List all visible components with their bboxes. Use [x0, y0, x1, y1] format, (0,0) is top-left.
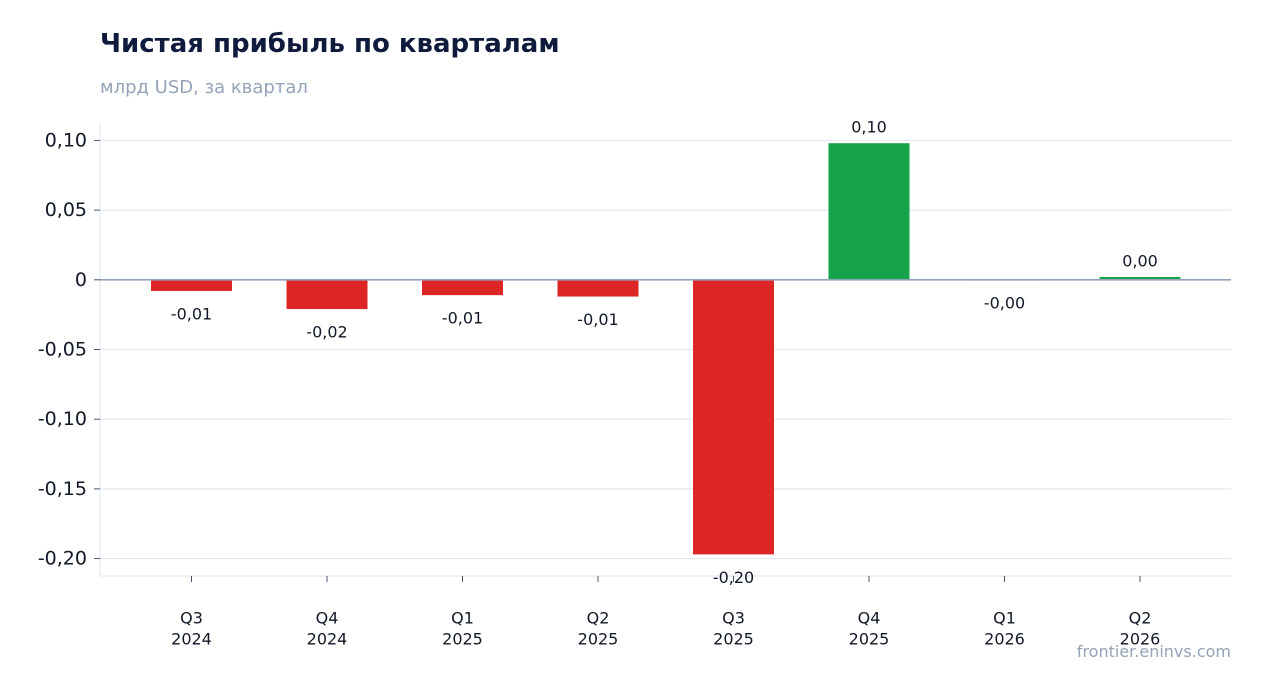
x-tick-label-year: 2025 — [849, 630, 890, 649]
x-tick-label-quarter: Q4 — [316, 609, 339, 628]
x-tick-label-year: 2024 — [171, 630, 212, 649]
x-tick-label-year: 2026 — [984, 630, 1025, 649]
bar — [1099, 277, 1181, 280]
bar — [693, 279, 774, 555]
y-tick-label: 0 — [75, 269, 87, 291]
y-tick-label: 0,05 — [45, 199, 87, 221]
bar — [828, 143, 910, 280]
x-tick-label-quarter: Q1 — [451, 609, 474, 628]
bar — [422, 279, 503, 296]
x-tick-label-quarter: Q2 — [587, 609, 610, 628]
x-tick-label-quarter: Q1 — [993, 609, 1016, 628]
value-label: -0,01 — [171, 304, 212, 323]
x-tick-label-year: 2025 — [713, 630, 754, 649]
x-tick-label-year: 2024 — [307, 630, 348, 649]
chart-subtitle: млрд USD, за квартал — [100, 77, 308, 98]
y-tick-label: -0,10 — [38, 408, 87, 430]
source-watermark: frontier.eninvs.com — [1076, 642, 1231, 661]
value-label: -0,00 — [984, 293, 1025, 312]
bar — [151, 279, 232, 291]
bar — [557, 279, 639, 297]
x-tick-label-quarter: Q3 — [180, 609, 203, 628]
x-tick-label-year: 2025 — [442, 630, 483, 649]
y-tick-label: 0,10 — [45, 129, 87, 151]
value-label: -0,02 — [306, 323, 347, 342]
x-tick-label-quarter: Q3 — [722, 609, 745, 628]
bar — [286, 279, 368, 310]
y-tick-label: -0,15 — [38, 478, 87, 500]
chart-title: Чистая прибыль по кварталам — [100, 29, 560, 59]
value-label: -0,01 — [442, 309, 483, 328]
value-label: 0,00 — [1122, 252, 1158, 271]
x-tick-label-year: 2026 — [1120, 630, 1161, 649]
value-label: 0,10 — [851, 118, 887, 137]
y-tick-label: -0,20 — [38, 548, 87, 570]
x-tick-label-quarter: Q4 — [858, 609, 881, 628]
value-label: -0,01 — [577, 310, 618, 329]
y-tick-label: -0,05 — [38, 339, 87, 361]
x-tick-label-year: 2025 — [578, 630, 619, 649]
x-tick-label-quarter: Q2 — [1129, 609, 1152, 628]
